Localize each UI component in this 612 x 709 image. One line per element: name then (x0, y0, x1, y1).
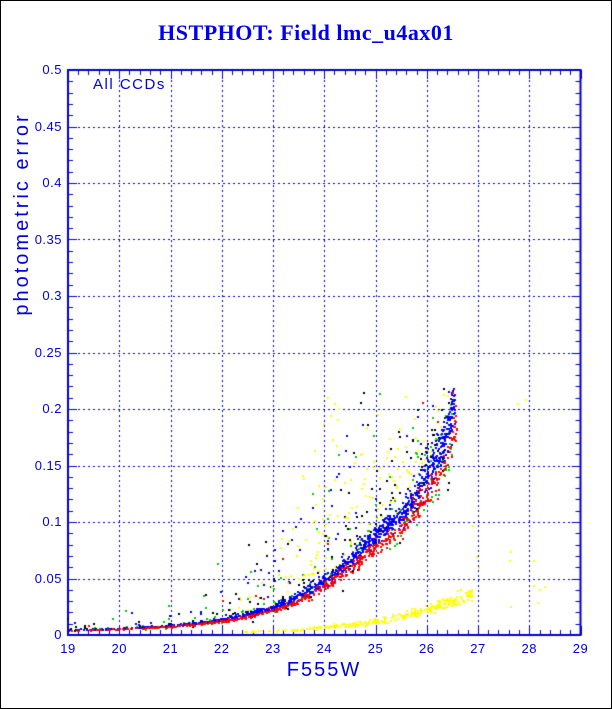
y-tick-label: 0.4 (42, 175, 62, 190)
x-axis-title: F555W (286, 659, 362, 681)
x-tick-label: 26 (419, 641, 435, 656)
x-tick-label: 25 (367, 641, 384, 656)
x-tick-label: 19 (60, 641, 76, 656)
x-tick-label: 21 (162, 641, 179, 656)
y-tick-label: 0.35 (34, 231, 62, 247)
y-tick-label: 0.3 (42, 288, 62, 303)
all-ccds-annotation: All CCDs (93, 76, 166, 93)
x-tick-label: 22 (214, 641, 230, 656)
x-tick-label: 27 (470, 641, 486, 656)
x-tick-label: 23 (265, 641, 281, 656)
y-tick-label: 0.5 (42, 62, 62, 77)
x-tick-label: 28 (521, 641, 537, 656)
y-tick-label: 0.45 (34, 118, 62, 134)
y-tick-label: 0.2 (42, 401, 62, 416)
x-tick-label: 29 (572, 641, 589, 656)
y-axis-title: photometric error (11, 112, 33, 316)
y-tick-label: 0 (54, 627, 62, 642)
y-tick-label: 0.1 (42, 514, 62, 529)
y-tick-label: 0.05 (34, 570, 62, 586)
x-tick-label: 20 (111, 641, 127, 656)
y-tick-label: 0.25 (34, 344, 62, 360)
x-tick-label: 24 (316, 641, 332, 656)
y-tick-label: 0.15 (34, 457, 62, 473)
